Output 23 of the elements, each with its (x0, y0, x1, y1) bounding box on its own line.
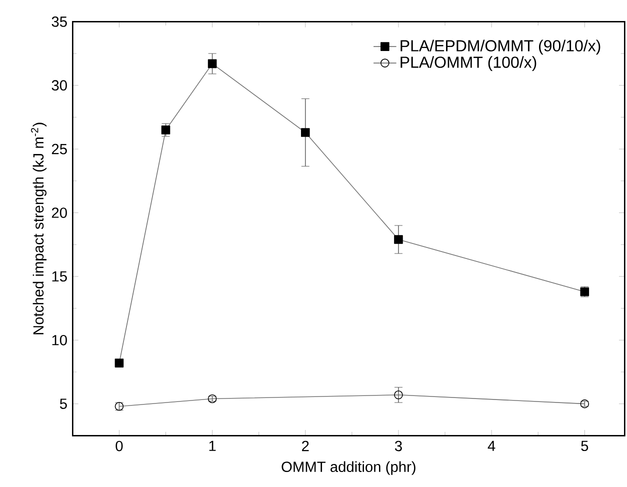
legend-label: PLA/OMMT (100/x) (400, 56, 536, 72)
y-axis-title: Notched impact strength (kJ m$^{-2}$) (30, 122, 46, 334)
legend-label: PLA/EPDM/OMMT (90/10/x) (400, 40, 600, 55)
point (300, 128, 310, 137)
x-tick-label: 4 (488, 440, 496, 451)
point (161, 126, 170, 134)
x-tick-label: 5 (581, 440, 588, 452)
x-tick-label: 3 (394, 440, 402, 452)
y-tick-label: 25 (52, 144, 67, 154)
y-tick-label: 15 (52, 271, 67, 282)
point (394, 390, 403, 400)
x-tick-label: 1 (209, 440, 216, 451)
point (394, 235, 403, 244)
y-tick-label: 10 (52, 334, 67, 346)
point (208, 59, 217, 68)
x-axis-title: OMMT addition (phr) (282, 461, 416, 475)
point (114, 358, 124, 368)
x-tick-label: 0 (116, 440, 123, 452)
x-tick-label: 2 (302, 440, 309, 452)
y-tick-label: 35 (52, 16, 67, 27)
y-tick-label: 20 (52, 208, 67, 218)
y-tick-label: 30 (52, 80, 67, 91)
y-tick-label: 5 (60, 398, 67, 409)
